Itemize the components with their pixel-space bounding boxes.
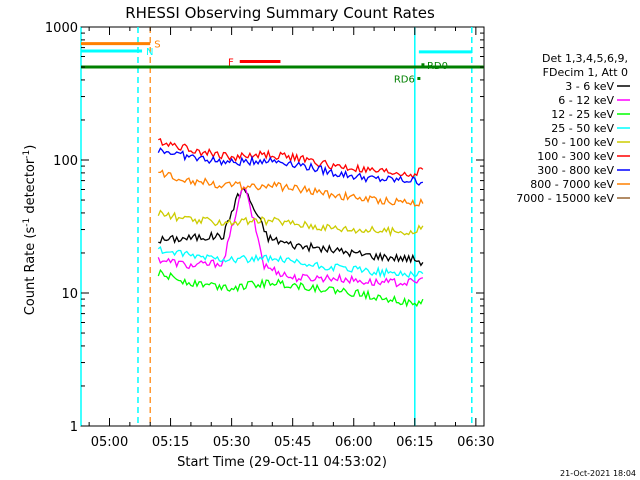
x-tick-label: 05:00 <box>91 435 128 450</box>
series-line <box>157 185 424 288</box>
legend-entry-label: 800 - 7000 keV <box>530 178 614 191</box>
y-tick-label: 1 <box>70 420 78 435</box>
y-axis-label-part: Count Rate (s <box>23 227 38 316</box>
annotation-dot <box>417 76 421 80</box>
annotation-label: F <box>228 58 234 69</box>
time-markers <box>80 27 484 426</box>
legend-entry-label: 3 - 6 keV <box>565 80 614 93</box>
annotation-dot <box>421 63 425 67</box>
annotation-label: RD6 <box>394 74 415 85</box>
y-axis-label-part: ) <box>23 145 38 150</box>
x-axis-ticks: 05:00 05:15 05:30 05:45 06:00 06:15 06:30 <box>88 27 495 450</box>
x-tick-label: 05:15 <box>152 435 189 450</box>
y-tick-label: 1000 <box>45 21 78 36</box>
y-axis-label: Count Rate (s-1 detector-1) <box>22 145 38 316</box>
series-line <box>157 245 424 279</box>
x-tick-label: 05:30 <box>213 435 250 450</box>
y-tick-label: 100 <box>53 154 78 169</box>
y-axis-label-sup: -1 <box>22 150 32 159</box>
legend: Det 1,3,4,5,6,9, FDecim 1, Att 0 3 - 6 k… <box>516 52 630 205</box>
x-tick-label: 06:15 <box>396 435 433 450</box>
legend-entry-label: 300 - 800 keV <box>537 164 614 177</box>
legend-entry-label: 6 - 12 keV <box>558 94 614 107</box>
data-series <box>157 138 424 308</box>
legend-entry-label: 25 - 50 keV <box>551 122 614 135</box>
x-axis-label: Start Time (29-Oct-11 04:53:02) <box>177 455 387 470</box>
legend-entry-label: 7000 - 15000 keV <box>516 192 614 205</box>
annotation-label: S <box>154 40 160 51</box>
y-axis-ticks: 1 10 100 1000 <box>45 21 484 435</box>
series-line <box>158 169 424 207</box>
y-tick-label: 10 <box>61 287 78 302</box>
legend-entry-label: 12 - 25 keV <box>551 108 614 121</box>
legend-entry-label: 100 - 300 keV <box>537 150 614 163</box>
series-line <box>157 268 424 308</box>
spacecraft-state-annotations: SN F RD0 RD6 <box>81 40 448 85</box>
y-axis-label-sup: -1 <box>22 218 32 227</box>
x-tick-label: 06:30 <box>457 435 494 450</box>
legend-entry-label: 50 - 100 keV <box>544 136 614 149</box>
x-tick-label: 05:45 <box>274 435 311 450</box>
series-line <box>157 147 424 186</box>
annotation-label: N <box>146 47 153 58</box>
x-tick-label: 06:00 <box>335 435 372 450</box>
plot-area: SN F RD0 RD6 1 10 100 1000 05:00 05:15 05:30 05:4… <box>45 21 495 450</box>
series-line <box>157 209 424 238</box>
legend-header-line-1: Det 1,3,4,5,6,9, <box>542 52 628 65</box>
annotation-label: RD0 <box>427 61 448 72</box>
chart-title: RHESSI Observing Summary Count Rates <box>125 4 435 22</box>
legend-header-line-2: FDecim 1, Att 0 <box>543 66 628 79</box>
series-line <box>158 187 424 267</box>
footer-timestamp: 21-Oct-2021 18:04 <box>560 469 636 478</box>
y-axis-label-part: detector <box>23 158 38 218</box>
